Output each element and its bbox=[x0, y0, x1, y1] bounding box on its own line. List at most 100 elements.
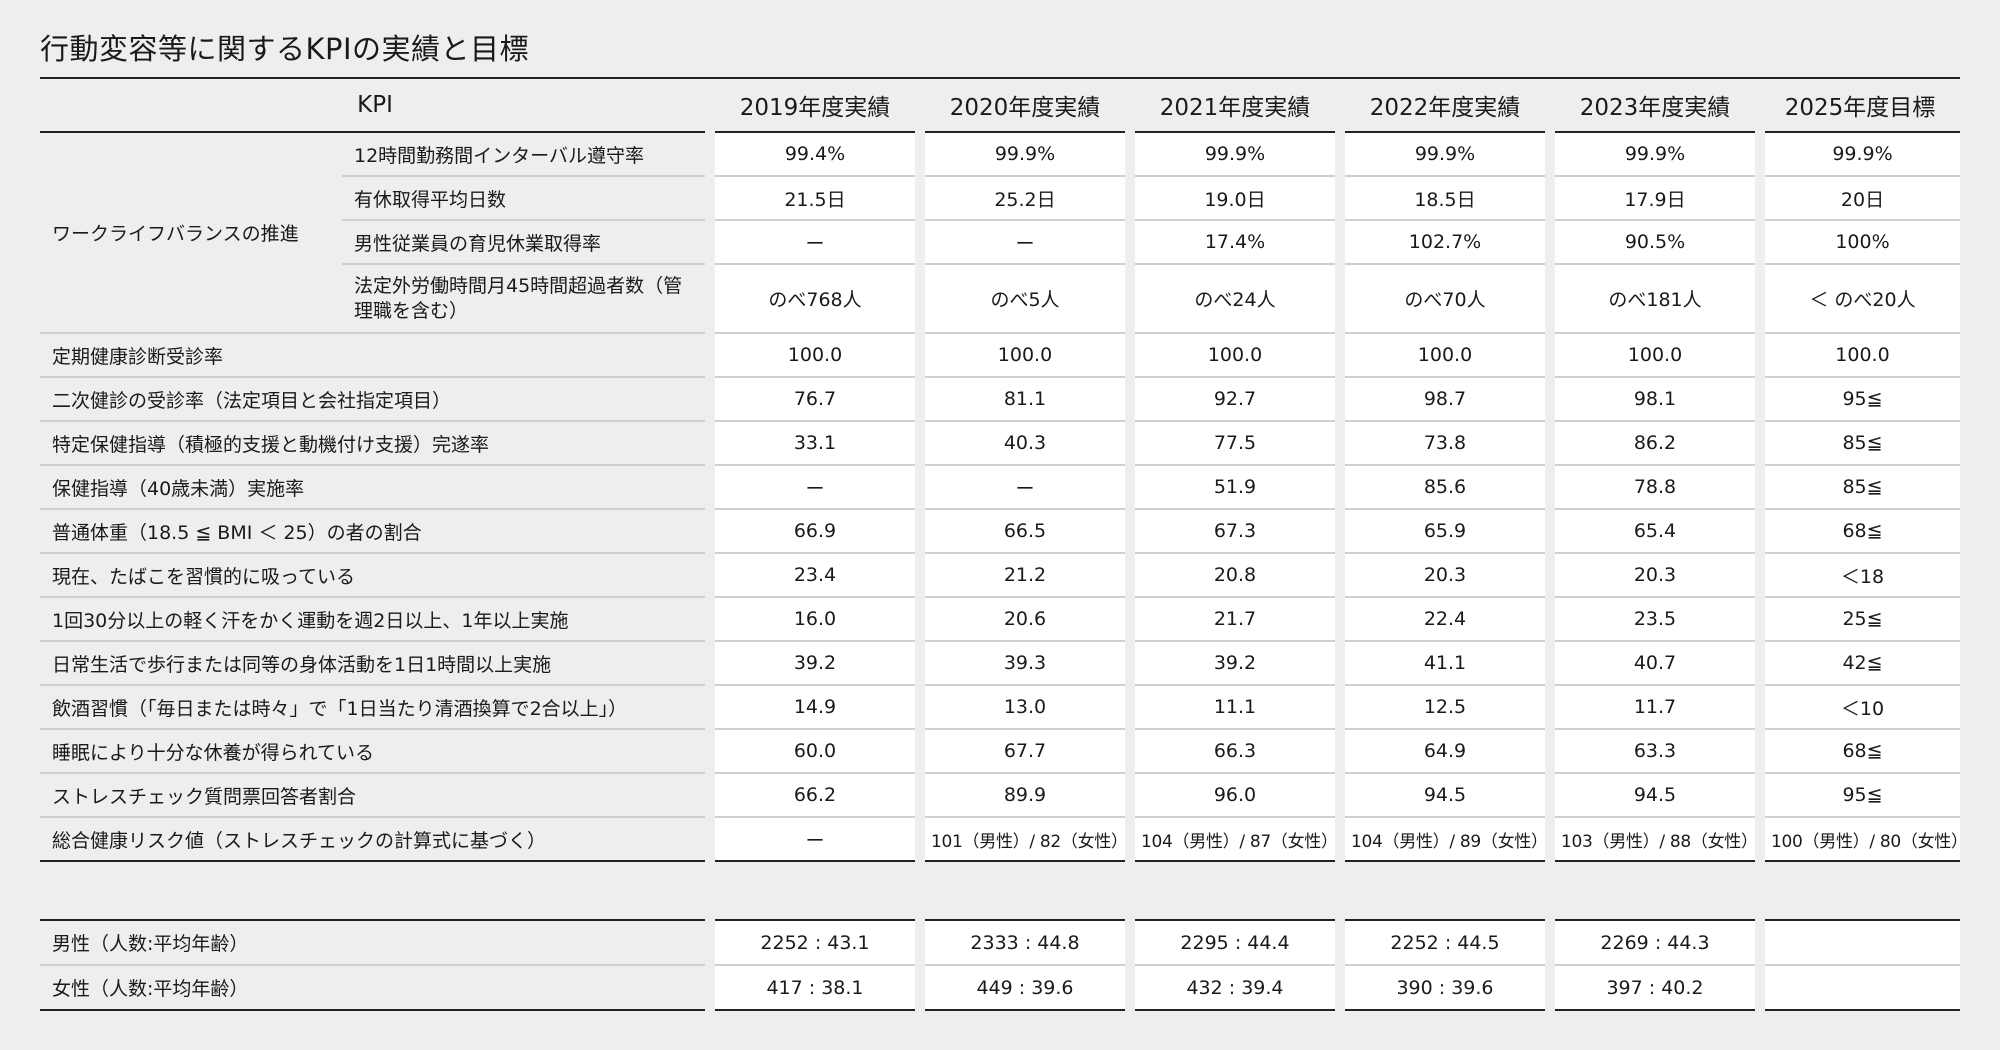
table-cell: 25.2日 bbox=[915, 175, 1130, 221]
table-cell: 17.4% bbox=[1125, 219, 1340, 265]
table-cell: のべ768人 bbox=[705, 263, 920, 334]
table-cell: 2252 : 44.5 bbox=[1335, 919, 1550, 966]
table-cell: 99.9% bbox=[1125, 131, 1340, 177]
table-cell: 66.9 bbox=[705, 508, 920, 554]
table-cell: ＜18 bbox=[1755, 552, 1960, 598]
table-cell: 51.9 bbox=[1125, 464, 1340, 510]
table-cell: 85≦ bbox=[1755, 464, 1960, 510]
table-cell: 2295 : 44.4 bbox=[1125, 919, 1340, 966]
table-cell: 101（男性）/ 82（女性） bbox=[915, 816, 1130, 862]
table-cell: 103（男性）/ 88（女性） bbox=[1545, 816, 1760, 862]
table-cell: ＜10 bbox=[1755, 684, 1960, 730]
table-cell bbox=[1755, 964, 1960, 1011]
table-cell: 92.7 bbox=[1125, 376, 1340, 422]
table-row: 日常生活で歩行または同等の身体活動を1日1時間以上実施 39.2 39.3 39.2 4… bbox=[40, 640, 1960, 686]
table-cell: 11.7 bbox=[1545, 684, 1760, 730]
row-label: 定期健康診断受診率 bbox=[40, 332, 710, 378]
table-cell: 67.3 bbox=[1125, 508, 1340, 554]
table-cell: 63.3 bbox=[1545, 728, 1760, 774]
table-row: 睡眠により十分な休養が得られている 60.0 67.7 66.3 64.9 63.3 68≦ bbox=[40, 728, 1960, 774]
row-label: 女性（人数:平均年齢） bbox=[40, 964, 710, 1011]
row-label: 12時間勤務間インターバル遵守率 bbox=[342, 131, 710, 177]
table-cell: 33.1 bbox=[705, 420, 920, 466]
table-cell: 95≦ bbox=[1755, 376, 1960, 422]
table-cell: 99.9% bbox=[1545, 131, 1760, 177]
table-header-row: KPI 2019年度実績 2020年度実績 2021年度実績 2022年度実績 … bbox=[40, 77, 1960, 133]
table-cell: ー bbox=[915, 219, 1130, 265]
table-row: 有休取得平均日数 21.5日 25.2日 19.0日 18.5日 17.9日 2… bbox=[40, 175, 1960, 221]
table-cell: のべ24人 bbox=[1125, 263, 1340, 334]
table-cell: 90.5% bbox=[1545, 219, 1760, 265]
table-cell: 85.6 bbox=[1335, 464, 1550, 510]
table-cell: 100.0 bbox=[705, 332, 920, 378]
table-cell: 100.0 bbox=[915, 332, 1130, 378]
table-cell: 94.5 bbox=[1545, 772, 1760, 818]
year-column-header: 2020年度実績 bbox=[920, 77, 1130, 133]
table-cell: 64.9 bbox=[1335, 728, 1550, 774]
table-cell: 2269 : 44.3 bbox=[1545, 919, 1760, 966]
table-cell: 99.9% bbox=[1335, 131, 1550, 177]
table-cell: 81.1 bbox=[915, 376, 1130, 422]
table-row: 女性（人数:平均年齢） 417 : 38.1 449 : 39.6 432 : 39.… bbox=[40, 964, 1960, 1011]
row-label: 男性従業員の育児休業取得率 bbox=[342, 219, 710, 265]
row-label: 飲酒習慣（「毎日または時々」で「1日当たり清酒換算で2合以上」） bbox=[40, 684, 710, 730]
row-label: 日常生活で歩行または同等の身体活動を1日1時間以上実施 bbox=[40, 640, 710, 686]
table-row: 飲酒習慣（「毎日または時々」で「1日当たり清酒換算で2合以上」） 14.9 13.0… bbox=[40, 684, 1960, 730]
row-label: 有休取得平均日数 bbox=[342, 175, 710, 221]
table-row: 法定外労働時間月45時間超過者数（管理職を含む） のべ768人 のべ5人 のべ2… bbox=[40, 263, 1960, 334]
table-cell: ー bbox=[915, 464, 1130, 510]
table-cell: 99.9% bbox=[915, 131, 1130, 177]
table-cell: 65.4 bbox=[1545, 508, 1760, 554]
table-cell: 17.9日 bbox=[1545, 175, 1760, 221]
table-cell: 16.0 bbox=[705, 596, 920, 642]
table-cell: 98.7 bbox=[1335, 376, 1550, 422]
table-cell: ー bbox=[705, 219, 920, 265]
table-cell: 99.9% bbox=[1755, 131, 1960, 177]
table-cell: 96.0 bbox=[1125, 772, 1340, 818]
row-label: 保健指導（40歳未満）実施率 bbox=[40, 464, 710, 510]
table-row: 1回30分以上の軽く汗をかく運動を週2日以上、1年以上実施 16.0 20.6 21.… bbox=[40, 596, 1960, 642]
table-cell: 95≦ bbox=[1755, 772, 1960, 818]
table-row: 男性従業員の育児休業取得率 ー ー 17.4% 102.7% 90.5% 100… bbox=[40, 219, 1960, 265]
year-column-header: 2022年度実績 bbox=[1340, 77, 1550, 133]
table-cell: 100.0 bbox=[1335, 332, 1550, 378]
table-cell: 2333 : 44.8 bbox=[915, 919, 1130, 966]
table-cell: 73.8 bbox=[1335, 420, 1550, 466]
table-cell: 397 : 40.2 bbox=[1545, 964, 1760, 1011]
table-cell: 41.1 bbox=[1335, 640, 1550, 686]
table-cell: 20.6 bbox=[915, 596, 1130, 642]
kpi-table-body: ワークライフバランスの推進 12時間勤務間インターバル遵守率 99.4% 99.… bbox=[40, 131, 1960, 862]
table-cell: 68≦ bbox=[1755, 508, 1960, 554]
row-label: ストレスチェック質問票回答者割合 bbox=[40, 772, 710, 818]
table-cell: 449 : 39.6 bbox=[915, 964, 1130, 1011]
kpi-column-header: KPI bbox=[40, 77, 710, 133]
table-cell: 99.4% bbox=[705, 131, 920, 177]
table-cell: 67.7 bbox=[915, 728, 1130, 774]
group-label-work-life-balance: ワークライフバランスの推進 bbox=[40, 132, 342, 333]
table-cell: ー bbox=[705, 816, 920, 862]
table-cell: 417 : 38.1 bbox=[705, 964, 920, 1011]
table-cell: 39.2 bbox=[705, 640, 920, 686]
table-cell: 11.1 bbox=[1125, 684, 1340, 730]
table-row: 普通体重（18.5 ≦ BMI ＜ 25）の者の割合 66.9 66.5 67.3 65… bbox=[40, 508, 1960, 554]
table-cell: のべ181人 bbox=[1545, 263, 1760, 334]
table-cell bbox=[1755, 919, 1960, 966]
table-cell: 68≦ bbox=[1755, 728, 1960, 774]
table-cell: 40.7 bbox=[1545, 640, 1760, 686]
table-cell: 2252 : 43.1 bbox=[705, 919, 920, 966]
row-label: 法定外労働時間月45時間超過者数（管理職を含む） bbox=[342, 263, 710, 334]
table-cell: 100（男性）/ 80（女性） bbox=[1755, 816, 1960, 862]
table-row: 保健指導（40歳未満）実施率ーー 51.9 85.6 78.8 85≦ bbox=[40, 464, 1960, 510]
table-cell: 13.0 bbox=[915, 684, 1130, 730]
table-cell: 104（男性）/ 89（女性） bbox=[1335, 816, 1550, 862]
table-cell: 89.9 bbox=[915, 772, 1130, 818]
table-cell: ＜ のべ20人 bbox=[1755, 263, 1960, 334]
year-column-header: 2023年度実績 bbox=[1550, 77, 1760, 133]
table-row: ワークライフバランスの推進 12時間勤務間インターバル遵守率 99.4% 99.… bbox=[40, 131, 1960, 333]
row-label: 特定保健指導（積極的支援と動機付け支援）完遂率 bbox=[40, 420, 710, 466]
table-row: 総合健康リスク値（ストレスチェックの計算式に基づく）ー 101（男性）/ 82（女… bbox=[40, 816, 1960, 862]
table-cell: 66.2 bbox=[705, 772, 920, 818]
table-cell: 21.2 bbox=[915, 552, 1130, 598]
row-label: 睡眠により十分な休養が得られている bbox=[40, 728, 710, 774]
